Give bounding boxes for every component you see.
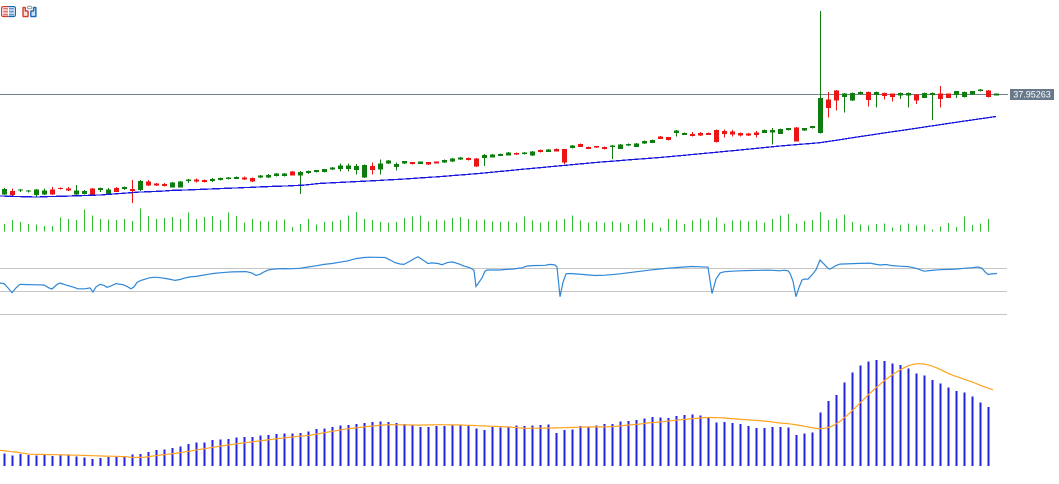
svg-text:37.95263: 37.95263: [1013, 90, 1051, 100]
